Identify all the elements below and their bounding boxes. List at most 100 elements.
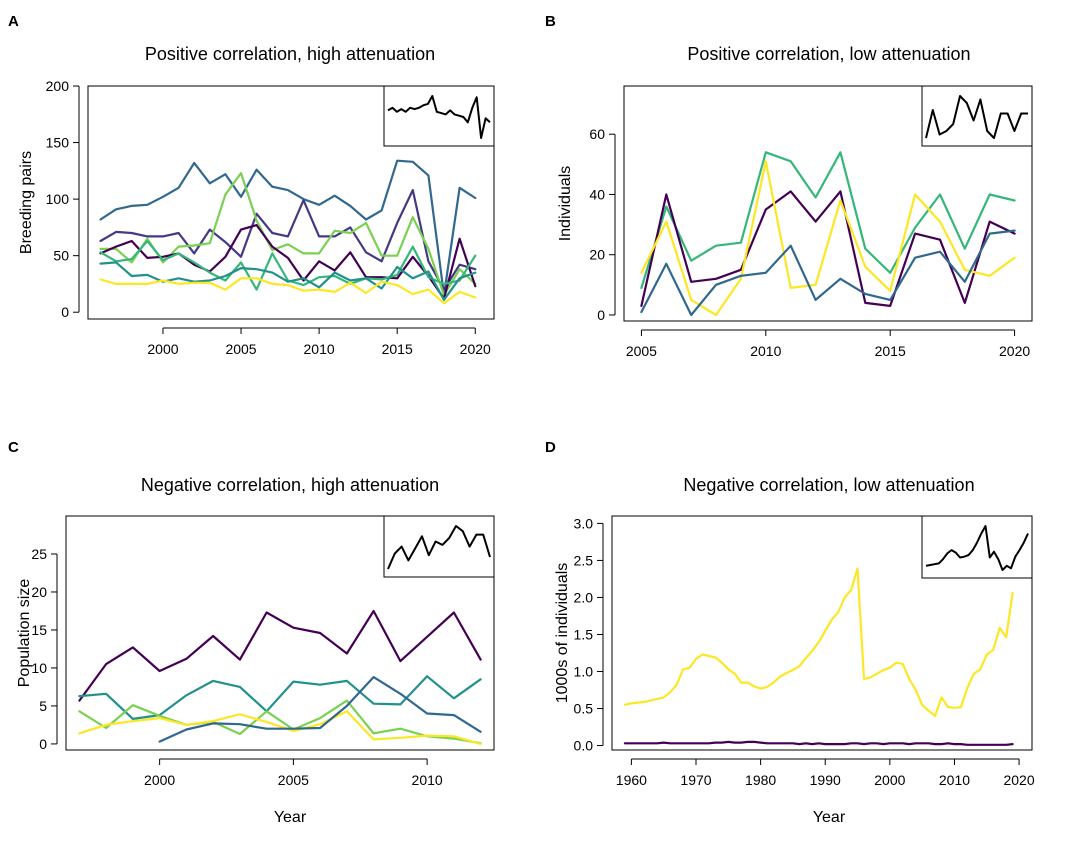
panel-c-series-line-5 [158, 676, 482, 743]
panel-b-inset-line [925, 95, 1028, 139]
panel-c-series-line-2 [78, 675, 482, 720]
panel-d-x-axis-label: Year [813, 809, 846, 826]
panel-c-series-line-1 [78, 609, 482, 702]
panel-b-label: B [545, 13, 556, 30]
panel-a-x-tick-label: 2020 [460, 341, 491, 357]
panel-b-y-axis-label: Individuals [557, 166, 574, 242]
panel-c-y-tick-label: 20 [31, 584, 47, 600]
panel-a-label: A [8, 13, 19, 30]
panel-b-series-line-1 [640, 151, 1016, 289]
panel-c-title: Negative correlation, high attenuation [141, 475, 439, 495]
panel-a: A Positive correlation, high attenuation… [8, 13, 495, 357]
panel-d-inset [925, 525, 1029, 571]
panel-d-y-axis-label: 1000s of individuals [554, 563, 571, 704]
panel-a-axes: 2000 2005 2010 2015 2020 0 50 100 150 200 [46, 78, 491, 357]
panel-c-series-line-4 [78, 710, 482, 745]
panel-c-y-tick-label: 5 [39, 698, 47, 714]
panel-a-series-line-7 [99, 277, 477, 305]
panel-d-x-tick-label: 2020 [1003, 772, 1034, 788]
panel-d-series-group [623, 567, 1014, 746]
panel-d-series-line-2 [623, 740, 1014, 746]
panel-c-label: C [8, 439, 19, 456]
panel-c-y-tick-label: 10 [31, 660, 47, 676]
panel-b-x-tick-label: 2010 [750, 343, 781, 359]
panel-c-series-group [78, 609, 482, 745]
panel-a-x-tick-label: 2015 [382, 341, 413, 357]
panel-c-y-tick-label: 25 [31, 546, 47, 562]
panel-b-plot-frame [623, 85, 1033, 322]
panel-a-plot-frame [87, 85, 495, 320]
panel-c-axes: 2000 2005 2010 0 5 10 15 20 25 [31, 546, 442, 788]
panel-c-x-tick-label: 2010 [412, 772, 443, 788]
panel-b-x-tick-label: 2015 [875, 343, 906, 359]
panel-b-series-line-4 [640, 229, 1016, 317]
panel-c-x-tick-label: 2000 [144, 772, 175, 788]
panel-b: B Positive correlation, low attenuation … [545, 13, 1033, 359]
panel-b-x-tick-label: 2005 [626, 343, 657, 359]
panel-b-inset [925, 95, 1028, 139]
panel-d-y-tick-label: 0.5 [574, 701, 594, 717]
panel-a-inset-line [387, 95, 491, 139]
panel-c-inset [387, 525, 491, 570]
panel-d-series-line-1 [623, 567, 1014, 717]
panel-d-x-tick-label: 2000 [874, 772, 905, 788]
panel-d-x-tick-label: 1970 [680, 772, 711, 788]
panel-a-series-line-4 [99, 224, 477, 300]
panel-d-y-tick-label: 0.0 [574, 738, 594, 754]
panel-c-plot-frame [65, 515, 495, 751]
panel-a-y-tick-label: 50 [53, 248, 69, 264]
panel-a-series-line-1 [99, 159, 477, 297]
panel-b-axes: 2005 2010 2015 2020 0 20 40 60 [589, 126, 1030, 359]
panel-d-inset-frame [921, 515, 1033, 579]
panel-d-title: Negative correlation, low attenuation [683, 475, 974, 495]
panel-c-series-line-3 [78, 699, 482, 745]
panel-a-series-group [99, 159, 477, 305]
panel-d-y-tick-label: 2.5 [574, 552, 594, 568]
panel-d-y-tick-label: 1.5 [574, 626, 594, 642]
panel-a-inset-frame [383, 85, 495, 147]
panel-b-series-line-3 [640, 160, 1016, 317]
panel-a-series-line-2 [99, 189, 477, 291]
panel-d: D Negative correlation, low attenuation … [545, 439, 1035, 826]
panel-a-title: Positive correlation, high attenuation [145, 44, 435, 64]
panel-d-label: D [545, 439, 556, 456]
panel-b-series-line-2 [640, 190, 1016, 307]
panel-c-x-tick-label: 2005 [278, 772, 309, 788]
panel-d-y-tick-label: 2.0 [574, 589, 594, 605]
panel-a-y-axis-label: Breeding pairs [18, 151, 35, 254]
panel-c-y-tick-label: 15 [31, 622, 47, 638]
panel-d-x-tick-label: 1990 [810, 772, 841, 788]
panel-a-y-tick-label: 100 [46, 191, 70, 207]
panel-c-y-tick-label: 0 [39, 736, 47, 752]
panel-b-title: Positive correlation, low attenuation [687, 44, 970, 64]
panel-b-x-tick-label: 2020 [999, 343, 1030, 359]
panel-b-y-tick-label: 20 [589, 247, 605, 263]
panel-c-x-axis-label: Year [274, 809, 307, 826]
panel-d-plot-frame [611, 515, 1033, 751]
panel-d-x-tick-label: 1980 [745, 772, 776, 788]
panel-b-y-tick-label: 60 [589, 126, 605, 142]
panel-c-y-axis-label: Population size [16, 579, 33, 688]
panel-b-y-tick-label: 0 [597, 307, 605, 323]
panel-a-x-tick-label: 2010 [304, 341, 335, 357]
panel-d-y-tick-label: 3.0 [574, 515, 594, 531]
panel-d-inset-line [925, 525, 1029, 571]
panel-c: C Negative correlation, high attenuation… [8, 439, 495, 826]
panel-b-inset-frame [921, 85, 1033, 147]
panel-a-inset [387, 95, 491, 139]
panel-c-inset-line [387, 525, 491, 570]
panel-d-axes: 1960 1970 1980 1990 2000 2010 2020 0.0 0.5 1.0 1.5… [574, 515, 1035, 788]
panel-a-x-tick-label: 2000 [147, 341, 178, 357]
panel-a-y-tick-label: 200 [46, 78, 70, 94]
panel-a-y-tick-label: 150 [46, 135, 70, 151]
panel-d-y-tick-label: 1.0 [574, 664, 594, 680]
panel-d-x-tick-label: 1960 [616, 772, 647, 788]
panel-a-series-line-6 [99, 261, 477, 301]
panel-a-x-tick-label: 2005 [225, 341, 256, 357]
panel-a-series-line-3 [99, 172, 477, 297]
panel-d-x-tick-label: 2010 [939, 772, 970, 788]
panel-b-y-tick-label: 40 [589, 186, 605, 202]
panel-b-series-group [640, 151, 1016, 317]
panel-a-y-tick-label: 0 [61, 304, 69, 320]
